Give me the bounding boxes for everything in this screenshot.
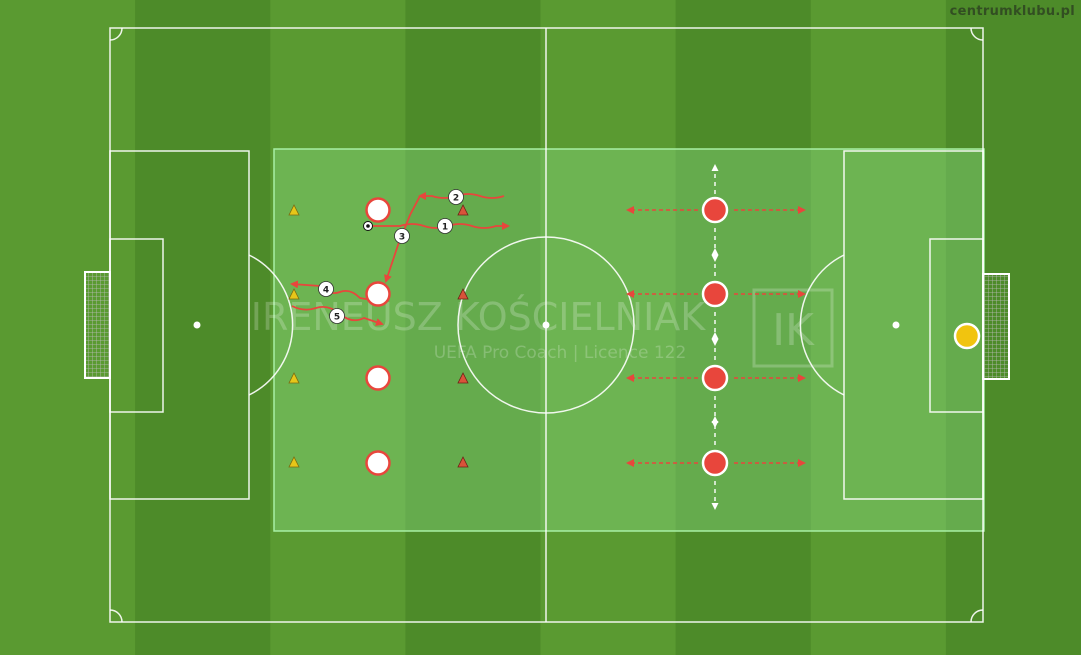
cones bbox=[288, 204, 469, 468]
cone-icon bbox=[288, 288, 300, 300]
step-badge-1: 1 bbox=[437, 218, 453, 234]
grass-stripe bbox=[0, 0, 137, 655]
cone-icon bbox=[288, 456, 300, 468]
grass-stripe bbox=[405, 0, 542, 655]
player-white bbox=[365, 197, 391, 223]
watermark-name: IRENEUSZ KOŚCIELNIAK bbox=[251, 295, 707, 339]
watermark-logo-frame bbox=[752, 288, 834, 368]
left-goal bbox=[84, 271, 111, 379]
step-label: 1 bbox=[442, 223, 448, 233]
player-arrows bbox=[626, 206, 806, 467]
grass-stripe bbox=[540, 0, 677, 655]
red-players bbox=[701, 196, 729, 477]
cone-icon bbox=[288, 372, 300, 384]
step-label: 5 bbox=[334, 313, 340, 323]
player-white bbox=[365, 450, 391, 476]
step-badge-2: 2 bbox=[448, 189, 464, 205]
left-penalty-spot bbox=[193, 321, 201, 329]
cone-icon bbox=[457, 456, 469, 468]
cone-icon bbox=[288, 204, 300, 216]
player-white bbox=[365, 365, 391, 391]
step-label: 4 bbox=[323, 286, 329, 296]
step-badge-5: 5 bbox=[329, 308, 345, 324]
grass-stripe bbox=[810, 0, 947, 655]
step-label: 3 bbox=[399, 233, 405, 243]
cone-icon bbox=[457, 204, 469, 216]
right-goal bbox=[982, 273, 1010, 380]
watermark-subtitle: UEFA Pro Coach | Licence 122 bbox=[434, 343, 687, 363]
step-badge-3: 3 bbox=[394, 228, 410, 244]
player-red bbox=[701, 449, 729, 477]
center-spot bbox=[542, 321, 550, 329]
watermark: IRENEUSZ KOŚCIELNIAK UEFA Pro Coach | Li… bbox=[251, 288, 834, 368]
step-badges: 1 2 3 4 5 bbox=[318, 189, 464, 324]
soccer-ball-icon bbox=[363, 221, 373, 231]
player-red bbox=[701, 280, 729, 308]
run-path-2 bbox=[418, 192, 505, 200]
cone-icon bbox=[457, 288, 469, 300]
grass-stripe bbox=[675, 0, 812, 655]
player-red bbox=[701, 196, 729, 224]
step-label: 2 bbox=[453, 194, 459, 204]
player-white bbox=[365, 281, 391, 307]
right-penalty-spot bbox=[892, 321, 900, 329]
player-red bbox=[701, 364, 729, 392]
site-label[interactable]: centrumklubu.pl bbox=[949, 4, 1075, 19]
run-path-5 bbox=[291, 305, 384, 326]
cone-icon bbox=[457, 372, 469, 384]
goalkeeper bbox=[953, 322, 981, 350]
watermark-logo: IK bbox=[772, 305, 815, 356]
step-badge-4: 4 bbox=[318, 281, 334, 297]
white-players bbox=[365, 197, 391, 476]
